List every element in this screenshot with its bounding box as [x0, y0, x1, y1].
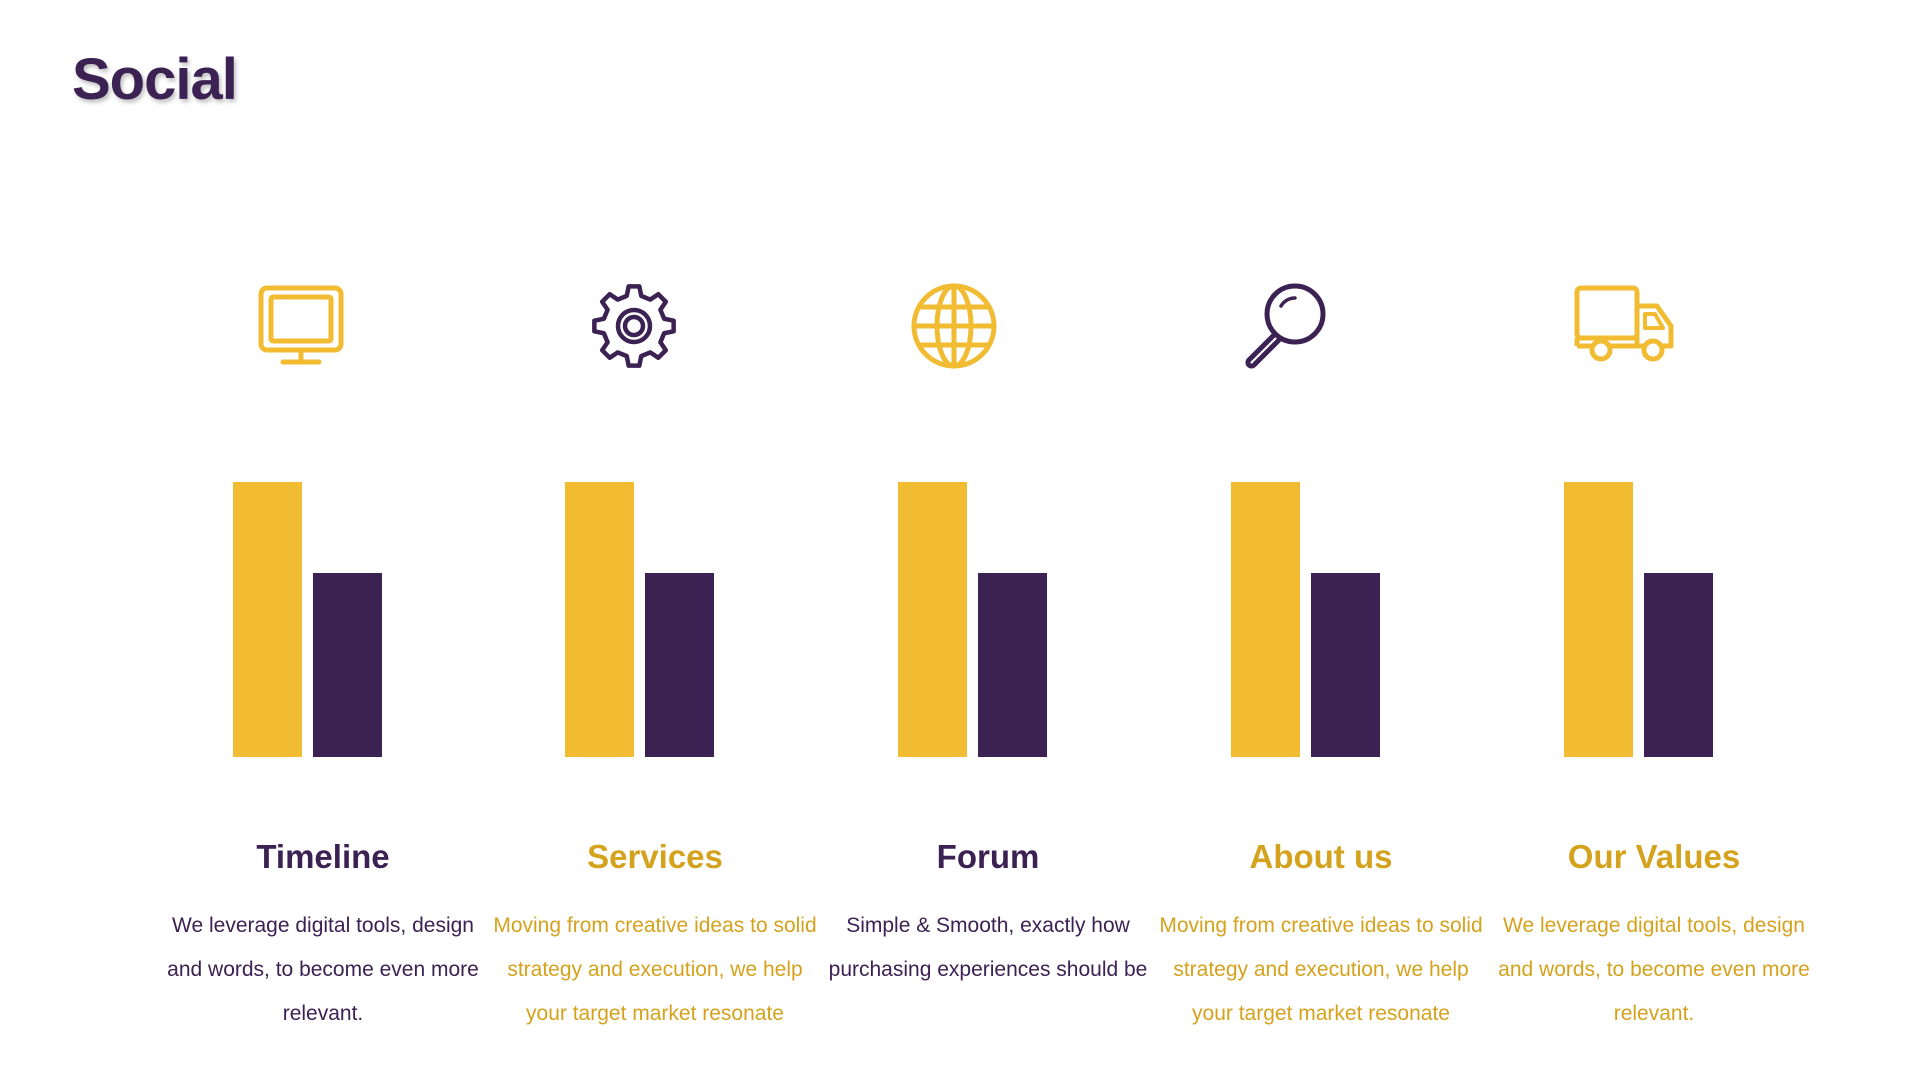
bar-purple [1644, 573, 1713, 757]
bar-purple [978, 573, 1047, 757]
monitor-icon [255, 280, 347, 372]
column-heading: Services [587, 838, 723, 875]
gear-icon [588, 280, 680, 372]
bar-purple [1311, 573, 1380, 757]
bar-gold [233, 482, 302, 757]
bar-pair-services [490, 470, 820, 757]
bar-purple [645, 573, 714, 757]
column-description: Moving from creative ideas to solid stra… [493, 914, 817, 1025]
column-heading: Our Values [1567, 838, 1741, 875]
column-forum: Forum Simple & Smooth, exactly how purch… [823, 270, 1153, 1040]
column-heading: Forum [936, 838, 1040, 875]
globe-icon [908, 280, 1000, 372]
column-description: We leverage digital tools, design and wo… [1498, 914, 1810, 1025]
bar-gold [565, 482, 634, 757]
bar-gold [1564, 482, 1633, 757]
bar-pair-about-us [1156, 470, 1486, 757]
column-timeline: Timeline We leverage digital tools, desi… [158, 270, 488, 1040]
column-description: Simple & Smooth, exactly how purchasing … [828, 914, 1148, 981]
column-heading: About us [1249, 838, 1393, 875]
bar-pair-timeline [158, 470, 488, 757]
column-about-us: About us Moving from creative ideas to s… [1156, 270, 1486, 1040]
bar-gold [898, 482, 967, 757]
search-icon [1239, 280, 1331, 372]
bar-pair-forum [823, 470, 1153, 757]
column-description: We leverage digital tools, design and wo… [167, 914, 479, 1025]
truck-icon [1573, 280, 1679, 372]
column-our-values: Our Values We leverage digital tools, de… [1489, 270, 1819, 1040]
bar-purple [313, 573, 382, 757]
bar-gold [1231, 482, 1300, 757]
page-title: Social [72, 47, 238, 112]
column-description: Moving from creative ideas to solid stra… [1159, 914, 1483, 1025]
column-services: Services Moving from creative ideas to s… [490, 270, 820, 1040]
column-heading: Timeline [256, 838, 390, 875]
bar-pair-our-values [1489, 470, 1819, 757]
